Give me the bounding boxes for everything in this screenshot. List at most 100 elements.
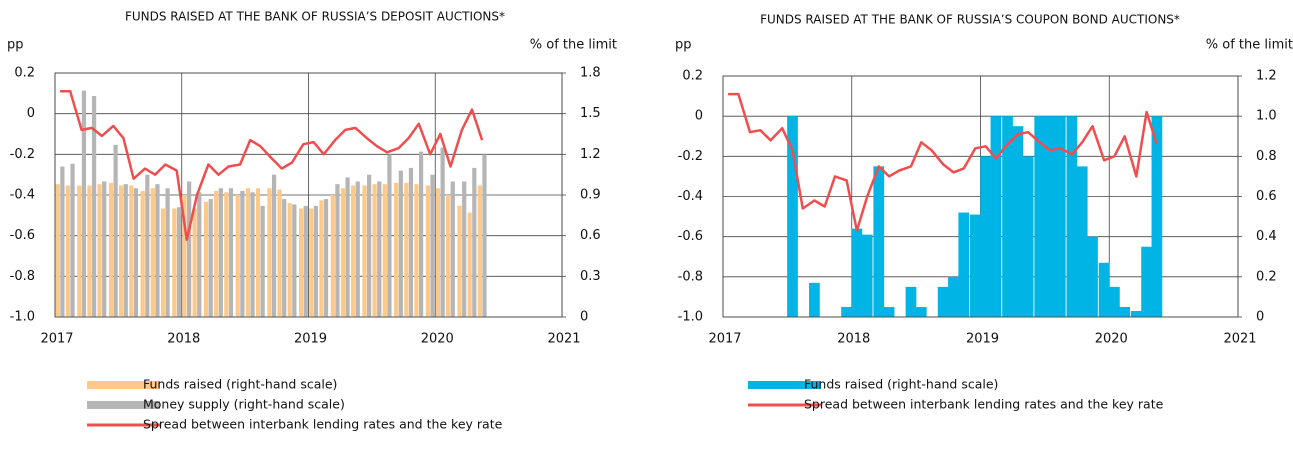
legend-label: Spread between interbank lending rates a… bbox=[143, 417, 503, 432]
y-tick-label: 0 bbox=[27, 106, 35, 121]
y-tick-label: 0.2 bbox=[682, 69, 703, 84]
x-tick-label: 2020 bbox=[1095, 332, 1128, 347]
y-tick-label: -1.0 bbox=[678, 310, 703, 325]
bar bbox=[350, 185, 356, 317]
bar bbox=[91, 96, 97, 318]
x-tick-label: 2021 bbox=[1223, 332, 1256, 347]
bar bbox=[809, 282, 820, 317]
legend-swatch bbox=[87, 401, 160, 409]
bar bbox=[97, 184, 102, 317]
y2-tick-label: 1.2 bbox=[580, 147, 601, 162]
bar bbox=[235, 195, 240, 317]
chart-title: FUNDS RAISED AT THE BANK OF RUSSIA’S COU… bbox=[760, 13, 1180, 27]
bar bbox=[382, 184, 387, 317]
bar bbox=[145, 174, 150, 317]
legend-label: Funds raised (right-hand scale) bbox=[143, 377, 337, 392]
bar bbox=[418, 151, 424, 317]
bar bbox=[87, 185, 92, 317]
bar bbox=[937, 286, 949, 317]
line bbox=[728, 92, 1159, 232]
bar bbox=[948, 276, 959, 317]
x-tick-label: 2019 bbox=[966, 332, 999, 347]
bar bbox=[282, 199, 287, 317]
y-tick-label: -0.2 bbox=[10, 147, 35, 162]
bar bbox=[102, 181, 107, 317]
y2-tick-label: 0.3 bbox=[580, 269, 601, 284]
y-tick-label: -0.4 bbox=[10, 188, 35, 203]
bar bbox=[958, 212, 970, 317]
bar bbox=[387, 154, 392, 317]
y2-tick-label: 1.5 bbox=[580, 106, 601, 121]
bar bbox=[140, 190, 145, 317]
y2-tick-label: 0.9 bbox=[580, 188, 601, 203]
bar bbox=[192, 208, 197, 317]
bar bbox=[165, 188, 170, 317]
bar bbox=[1098, 262, 1110, 317]
line bbox=[60, 90, 484, 241]
bar bbox=[330, 195, 335, 317]
chart: FUNDS RAISED AT THE BANK OF RUSSIA’S DEP… bbox=[7, 10, 617, 432]
bar bbox=[990, 116, 1002, 318]
bar bbox=[1119, 306, 1131, 317]
y-tick-label: -0.4 bbox=[678, 189, 703, 204]
bar bbox=[119, 185, 124, 317]
bar bbox=[228, 188, 234, 317]
bar bbox=[404, 182, 409, 317]
bar bbox=[472, 167, 477, 317]
y-axis-label: pp bbox=[7, 38, 24, 53]
bar bbox=[355, 181, 360, 317]
bar bbox=[1044, 116, 1056, 318]
bar bbox=[303, 205, 308, 317]
bar bbox=[408, 167, 414, 317]
chart: FUNDS RAISED AT THE BANK OF RUSSIA’S COU… bbox=[675, 13, 1293, 412]
bar bbox=[267, 188, 272, 317]
bar bbox=[873, 166, 885, 317]
y-tick-label: -0.6 bbox=[10, 228, 35, 243]
bar bbox=[260, 205, 265, 317]
y2-tick-label: 0.2 bbox=[1256, 269, 1277, 284]
bar bbox=[425, 185, 430, 317]
bar bbox=[1054, 116, 1066, 318]
bar bbox=[1034, 116, 1046, 318]
x-tick-label: 2017 bbox=[40, 332, 73, 347]
bar bbox=[372, 184, 377, 317]
bar bbox=[787, 116, 798, 318]
bar bbox=[1141, 246, 1152, 317]
bar bbox=[394, 182, 399, 317]
bar bbox=[255, 188, 261, 317]
bar bbox=[271, 174, 277, 317]
y-tick-label: -1.0 bbox=[10, 310, 35, 325]
bar bbox=[883, 306, 895, 317]
bar bbox=[319, 200, 324, 317]
bar bbox=[150, 188, 155, 317]
bar bbox=[133, 188, 139, 317]
bar bbox=[155, 184, 160, 317]
bar bbox=[81, 90, 87, 317]
bar bbox=[277, 189, 282, 317]
y2-tick-label: 1.2 bbox=[1256, 69, 1277, 84]
bar bbox=[1087, 236, 1098, 317]
y-tick-label: -0.8 bbox=[10, 269, 35, 284]
bar bbox=[313, 205, 319, 317]
y2-tick-label: 1.8 bbox=[580, 66, 601, 81]
bar bbox=[335, 184, 340, 317]
bar bbox=[969, 214, 981, 317]
bar bbox=[841, 306, 852, 317]
bar bbox=[446, 195, 451, 317]
bar bbox=[218, 188, 223, 317]
legend-label: Money supply (right-hand scale) bbox=[143, 397, 345, 412]
bar bbox=[203, 201, 209, 317]
chart-title: FUNDS RAISED AT THE BANK OF RUSSIA’S DEP… bbox=[125, 10, 505, 24]
y2-tick-label: 0.6 bbox=[1256, 189, 1277, 204]
y-tick-label: 0 bbox=[695, 109, 703, 124]
bar bbox=[477, 185, 482, 317]
y2-tick-label: 0.8 bbox=[1256, 149, 1277, 164]
x-tick-label: 2020 bbox=[421, 332, 454, 347]
y-tick-label: -0.2 bbox=[678, 149, 703, 164]
bar bbox=[435, 188, 441, 317]
bar bbox=[172, 208, 177, 317]
bar bbox=[197, 192, 202, 317]
bar bbox=[55, 184, 60, 317]
bar bbox=[187, 181, 192, 317]
